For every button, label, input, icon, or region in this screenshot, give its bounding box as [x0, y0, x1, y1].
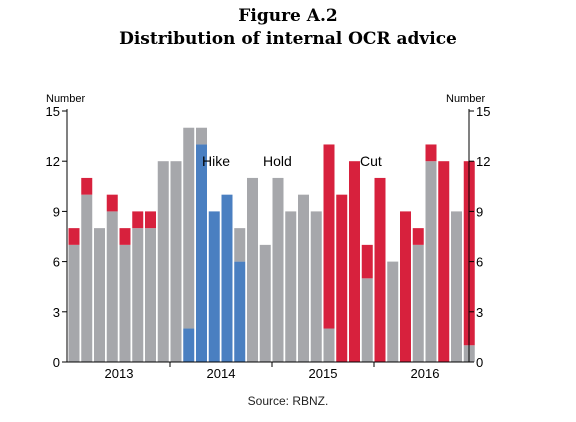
bar-hold-21: [323, 328, 335, 362]
bar-cut-25: [374, 177, 386, 362]
bar-cut-4: [106, 194, 118, 212]
bar-cut-6: [132, 211, 144, 229]
left-tick-label-6: 6: [53, 255, 60, 270]
bar-hold-29: [425, 161, 437, 362]
bar-hold-4: [106, 211, 118, 362]
bar-hold-19: [298, 194, 309, 362]
legend-hike: Hike: [202, 153, 230, 169]
bar-hike-11: [196, 144, 207, 362]
axes-group: Number Number: [46, 93, 485, 363]
bar-cut-5: [119, 228, 131, 245]
right-tick-label-0: 0: [476, 355, 483, 370]
bar-hold-1: [68, 244, 80, 362]
bar-hold-9: [170, 161, 182, 362]
figure-title: Distribution of internal OCR advice: [119, 29, 457, 49]
bar-cut-28: [412, 228, 424, 245]
bar-cut-23: [349, 161, 360, 362]
bar-hold-7: [145, 228, 156, 362]
bar-cut-22: [336, 194, 348, 362]
right-axis-unit: Number: [446, 93, 485, 105]
right-tick-label-9: 9: [476, 204, 483, 219]
ticks-group: 0 0 3 3 6 6 9 9 12 12 15 15 2013 2014 2015 2016: [46, 104, 491, 381]
bar-hold-28: [412, 244, 424, 362]
bar-hold-10: [183, 127, 195, 329]
bar-hold-11: [196, 127, 207, 145]
figure-label: Figure A.2: [238, 6, 338, 26]
x-tick-label-2014: 2014: [207, 366, 236, 381]
x-tick-label-2016: 2016: [411, 366, 440, 381]
bar-cut-29: [425, 144, 437, 162]
bar-hold-6: [132, 228, 144, 362]
bar-hike-10: [183, 328, 195, 362]
right-tick-label-6: 6: [476, 255, 483, 270]
bar-hold-16: [259, 244, 271, 362]
bar-hike-13: [221, 194, 233, 362]
legend-hold: Hold: [263, 153, 292, 169]
bar-cut-1: [68, 228, 80, 245]
bars-group: [68, 127, 475, 362]
right-tick-label-3: 3: [476, 305, 483, 320]
bar-hold-20: [310, 211, 322, 362]
bar-hike-12: [208, 211, 220, 362]
left-tick-label-9: 9: [53, 204, 60, 219]
right-tick-label-15: 15: [476, 104, 490, 119]
bar-cut-24: [361, 244, 373, 279]
x-tick-label-2015: 2015: [309, 366, 338, 381]
bar-cut-21: [323, 144, 335, 329]
bar-cut-7: [145, 211, 156, 229]
bar-hold-26: [387, 261, 399, 362]
bar-hold-18: [285, 211, 297, 362]
legend: Hike Hold Cut: [202, 153, 382, 169]
left-tick-label-0: 0: [53, 355, 60, 370]
bar-hold-31: [451, 211, 462, 362]
bar-hold-2: [81, 194, 93, 362]
bar-cut-2: [81, 177, 93, 195]
left-tick-label-15: 15: [46, 104, 60, 119]
right-tick-label-12: 12: [476, 154, 490, 169]
source-note: Source: RBNZ.: [247, 394, 329, 408]
x-tick-label-2013: 2013: [105, 366, 134, 381]
left-tick-label-12: 12: [46, 154, 60, 169]
left-tick-label-3: 3: [53, 305, 60, 320]
left-axis-unit: Number: [46, 93, 85, 105]
bar-cut-30: [438, 161, 450, 362]
bar-hold-3: [94, 228, 105, 362]
bar-hold-15: [247, 177, 258, 362]
bar-hold-5: [119, 244, 131, 362]
bar-hold-24: [361, 278, 373, 362]
bar-hold-17: [272, 177, 284, 362]
legend-cut: Cut: [360, 153, 382, 169]
bar-hold-14: [234, 228, 246, 262]
bar-hold-8: [157, 161, 169, 362]
bar-hike-14: [234, 261, 246, 362]
bar-cut-27: [400, 211, 411, 362]
